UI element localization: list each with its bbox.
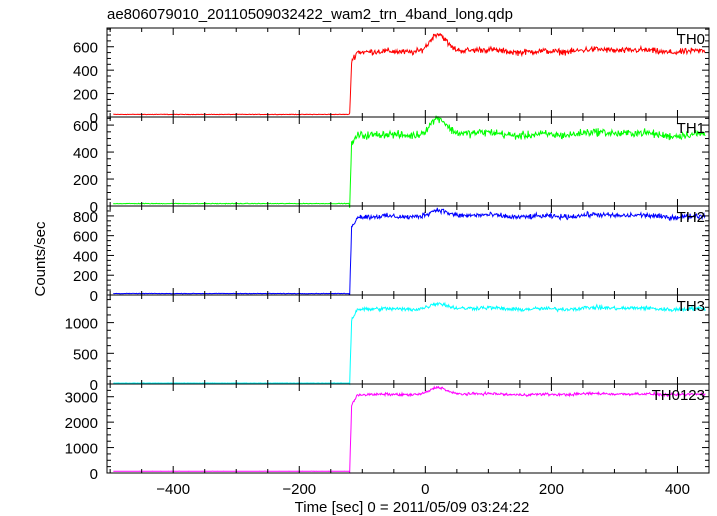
series-line-th3: [113, 301, 706, 386]
series-line-th2: [113, 207, 706, 296]
series-line-th0123: [113, 385, 706, 474]
panel-frame: [106, 116, 710, 207]
y-tick-label: 0: [90, 110, 98, 127]
y-tick-label: 2000: [65, 415, 98, 432]
y-tick-label: 400: [73, 63, 98, 80]
panel-label-th1: TH1: [677, 120, 705, 137]
panel-label-th3: TH3: [677, 298, 705, 315]
panel-th1: 0 200 400 600 TH1: [73, 115, 710, 216]
y-tick-label: 200: [73, 172, 98, 189]
y-tick-label: 600: [73, 118, 98, 135]
panel-th2: 0 200 400 600 800 TH2: [73, 205, 710, 305]
panel-frame: [106, 27, 710, 118]
y-tick-label: 0: [90, 466, 98, 483]
y-tick-label: 400: [73, 145, 98, 162]
y-tick-label: 0: [90, 377, 98, 394]
y-tick-label: 3000: [65, 390, 98, 407]
x-axis-label: Time [sec] 0 = 2011/05/09 03:24:22: [295, 499, 530, 516]
x-axis: −400 −200 0 200 400: [156, 481, 690, 498]
y-tick-label: 400: [73, 248, 98, 265]
panel-th3: 0 500 1000 TH3: [65, 294, 710, 394]
x-tick-label: −400: [156, 481, 190, 498]
chart-title: ae806079010_20110509032422_wam2_trn_4ban…: [107, 6, 513, 23]
panel-label-th2: TH2: [677, 209, 705, 226]
y-tick-label: 200: [73, 268, 98, 285]
panel-th0: 0 200 400 600 TH0: [73, 27, 710, 127]
y-tick-label: 600: [73, 40, 98, 57]
y-axis-label: Counts/sec: [32, 221, 49, 297]
panels: 0 200 400 600 TH0 0 200 400 600 TH1 0 200 400 600 800 T…: [65, 27, 710, 483]
x-tick-label: 0: [421, 481, 429, 498]
y-tick-label: 600: [73, 229, 98, 246]
x-tick-label: −200: [282, 481, 316, 498]
series-line-th0: [113, 32, 706, 116]
y-tick-label: 200: [73, 87, 98, 104]
panel-label-th0123: TH0123: [652, 387, 705, 404]
y-tick-label: 0: [90, 199, 98, 216]
y-tick-label: 1000: [65, 441, 98, 458]
panel-label-th0: TH0: [677, 31, 705, 48]
panel-frame: [106, 205, 710, 296]
panel-frame: [106, 383, 710, 474]
y-tick-label: 1000: [65, 316, 98, 333]
series-line-th1: [113, 115, 706, 208]
x-tick-label: 400: [665, 481, 690, 498]
y-tick-label: 500: [73, 346, 98, 363]
panel-th0123: 0 1000 2000 3000 TH0123: [65, 383, 710, 483]
y-tick-label: 800: [73, 209, 98, 226]
x-tick-label: 200: [539, 481, 564, 498]
y-tick-label: 0: [90, 288, 98, 305]
